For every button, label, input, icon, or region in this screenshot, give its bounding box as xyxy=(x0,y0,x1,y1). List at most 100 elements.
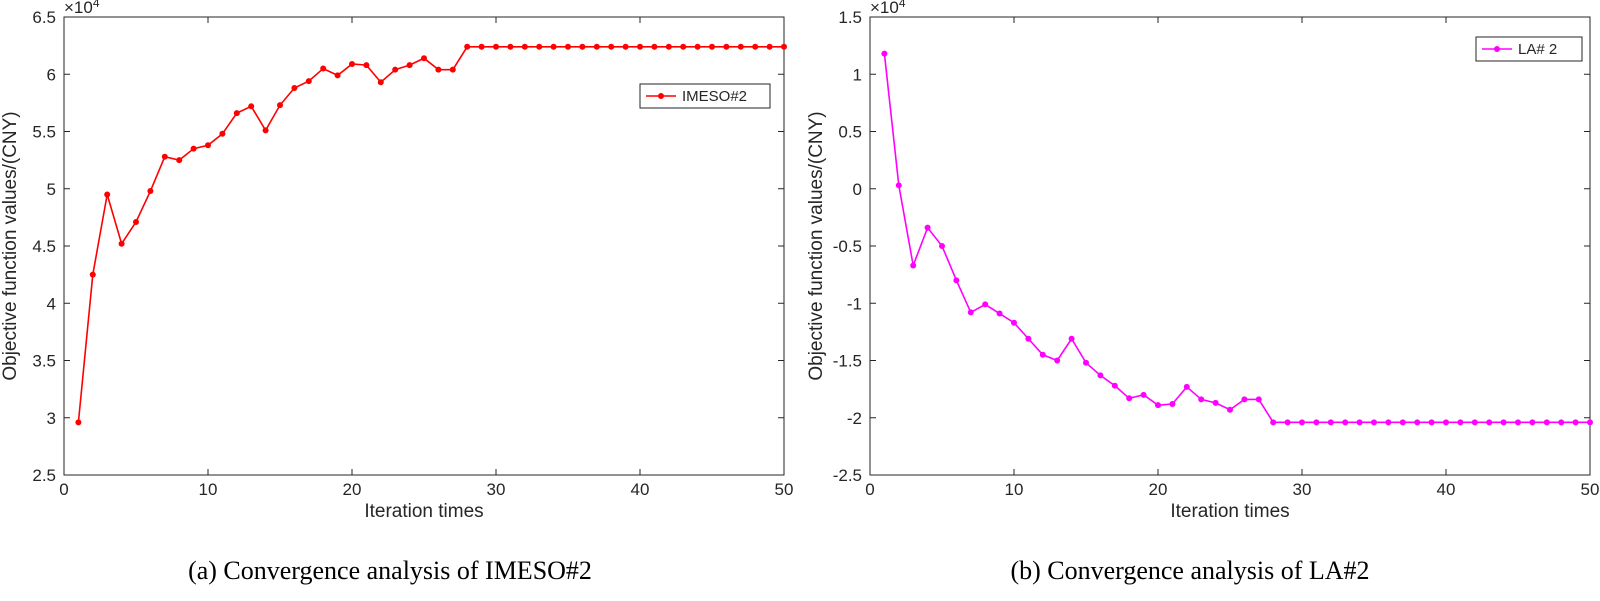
data-point xyxy=(536,43,543,50)
data-point xyxy=(133,218,139,225)
x-tick-label: 40 xyxy=(631,480,650,499)
x-tick-label: 30 xyxy=(487,480,506,499)
data-point xyxy=(233,110,240,117)
data-point xyxy=(766,43,773,50)
y-tick-label: 4.5 xyxy=(32,237,56,256)
x-tick-label: 10 xyxy=(199,480,218,499)
y-exponent-label: ×104 xyxy=(64,0,100,17)
data-point xyxy=(1140,391,1147,398)
y-tick-label: 4 xyxy=(47,294,56,313)
data-point xyxy=(1399,419,1406,426)
data-point xyxy=(1183,383,1190,390)
data-point xyxy=(305,78,312,85)
legend-label: IMESO#2 xyxy=(682,88,747,105)
data-point xyxy=(593,43,600,50)
data-point xyxy=(680,43,687,50)
data-point xyxy=(464,43,471,50)
x-tick-label: 30 xyxy=(1293,480,1312,499)
data-point xyxy=(1155,402,1161,409)
data-point xyxy=(421,55,427,62)
data-point xyxy=(1543,419,1550,426)
data-point xyxy=(895,182,902,189)
chart-b: 0 10 20 30 40 50 -2.5 -2 -1.5 -1 -0.5 0 0.5 1 1.5 ×104 I… xyxy=(806,0,1599,522)
data-point xyxy=(1500,419,1507,426)
data-point xyxy=(161,153,168,160)
data-point xyxy=(392,66,399,73)
data-point xyxy=(1011,319,1017,326)
y-tick-label: 6 xyxy=(47,65,56,84)
y-tick-label: 0.5 xyxy=(838,123,862,142)
x-tick-label: 0 xyxy=(865,480,874,499)
data-point xyxy=(967,309,974,316)
y-tick-label: 0 xyxy=(853,180,862,199)
data-point xyxy=(507,43,514,50)
data-point xyxy=(1471,419,1478,426)
data-point xyxy=(262,127,269,134)
y-tick-label: 6.5 xyxy=(32,8,56,27)
data-point xyxy=(1587,419,1593,426)
data-point xyxy=(608,43,615,50)
x-tick-label: 10 xyxy=(1005,480,1024,499)
data-point xyxy=(1356,419,1363,426)
y-axis-label: Objective function values/(CNY) xyxy=(806,111,827,380)
x-axis-label: Iteration times xyxy=(364,501,483,522)
data-point xyxy=(1299,419,1305,426)
data-point xyxy=(1558,419,1565,426)
data-point xyxy=(550,43,557,50)
data-point xyxy=(521,43,528,50)
data-point xyxy=(694,43,701,50)
x-tick-label: 0 xyxy=(59,480,68,499)
data-point xyxy=(1515,419,1521,426)
data-point xyxy=(1083,359,1089,366)
y-tick-label: -1 xyxy=(847,294,862,313)
data-point xyxy=(665,43,672,50)
y-tick-label: -0.5 xyxy=(833,237,862,256)
data-point xyxy=(709,43,715,50)
data-point xyxy=(953,277,960,284)
data-point xyxy=(248,103,255,110)
data-point xyxy=(1428,419,1435,426)
data-point xyxy=(1025,335,1032,342)
y-tick-label: 1 xyxy=(853,65,862,84)
data-point xyxy=(1327,419,1334,426)
data-point xyxy=(1270,419,1277,426)
legend: LA# 2 xyxy=(1475,36,1583,62)
data-point xyxy=(334,72,341,79)
data-point xyxy=(277,102,283,109)
data-point xyxy=(1443,419,1449,426)
x-tick-label: 40 xyxy=(1437,480,1456,499)
y-tick-label: 5 xyxy=(47,180,56,199)
data-point xyxy=(723,43,730,50)
y-tick-label: -1.5 xyxy=(833,352,862,371)
data-point xyxy=(493,43,499,50)
legend: IMESO#2 xyxy=(639,83,771,109)
data-point xyxy=(1284,419,1291,426)
data-point xyxy=(1227,406,1233,413)
data-point xyxy=(1486,419,1493,426)
data-point xyxy=(565,43,571,50)
data-point xyxy=(1529,419,1536,426)
data-point xyxy=(1313,419,1320,426)
data-point xyxy=(147,188,154,195)
data-point xyxy=(781,43,787,50)
y-exponent-label: ×104 xyxy=(870,0,906,17)
data-point xyxy=(939,243,945,249)
data-point xyxy=(924,224,931,231)
data-point xyxy=(406,62,413,69)
data-point xyxy=(1039,351,1046,358)
x-tick-label: 50 xyxy=(1581,480,1600,499)
data-point xyxy=(622,43,629,50)
data-point xyxy=(1414,419,1421,426)
data-point xyxy=(651,43,658,50)
data-point xyxy=(1241,396,1248,403)
data-point xyxy=(190,145,197,152)
y-axis-label: Objective function values/(CNY) xyxy=(0,111,21,380)
data-point xyxy=(449,66,456,73)
data-point xyxy=(377,79,384,86)
data-point xyxy=(1255,396,1262,403)
data-point xyxy=(737,43,744,50)
data-point xyxy=(349,60,355,67)
data-point xyxy=(579,43,586,50)
data-point xyxy=(89,271,96,278)
